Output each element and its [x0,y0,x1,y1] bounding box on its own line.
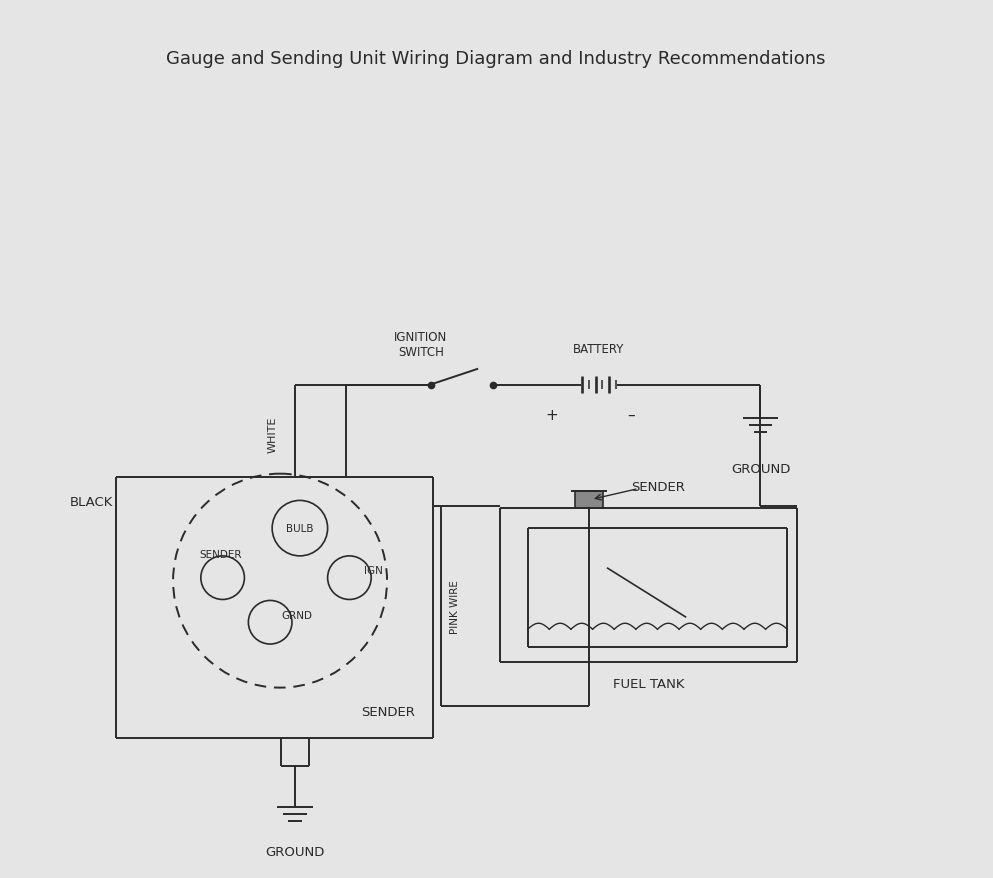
Text: GROUND: GROUND [265,846,325,858]
Text: FUEL TANK: FUEL TANK [613,678,684,690]
Text: +: + [545,407,558,422]
Text: BATTERY: BATTERY [573,342,625,356]
Text: SENDER: SENDER [200,550,242,559]
Text: SENDER: SENDER [632,480,685,493]
Text: SENDER: SENDER [361,705,415,718]
Text: WHITE: WHITE [267,416,277,453]
Text: IGN: IGN [363,565,382,575]
Text: –: – [627,407,635,422]
Text: GRND: GRND [281,610,313,621]
Bar [575,491,603,508]
Text: BLACK: BLACK [71,495,113,508]
Text: IGNITION
SWITCH: IGNITION SWITCH [394,330,448,358]
Text: Gauge and Sending Unit Wiring Diagram and Industry Recommendations: Gauge and Sending Unit Wiring Diagram an… [166,49,826,68]
Text: GROUND: GROUND [731,462,790,475]
Text: BULB: BULB [286,523,314,534]
Text: PINK WIRE: PINK WIRE [451,579,461,634]
